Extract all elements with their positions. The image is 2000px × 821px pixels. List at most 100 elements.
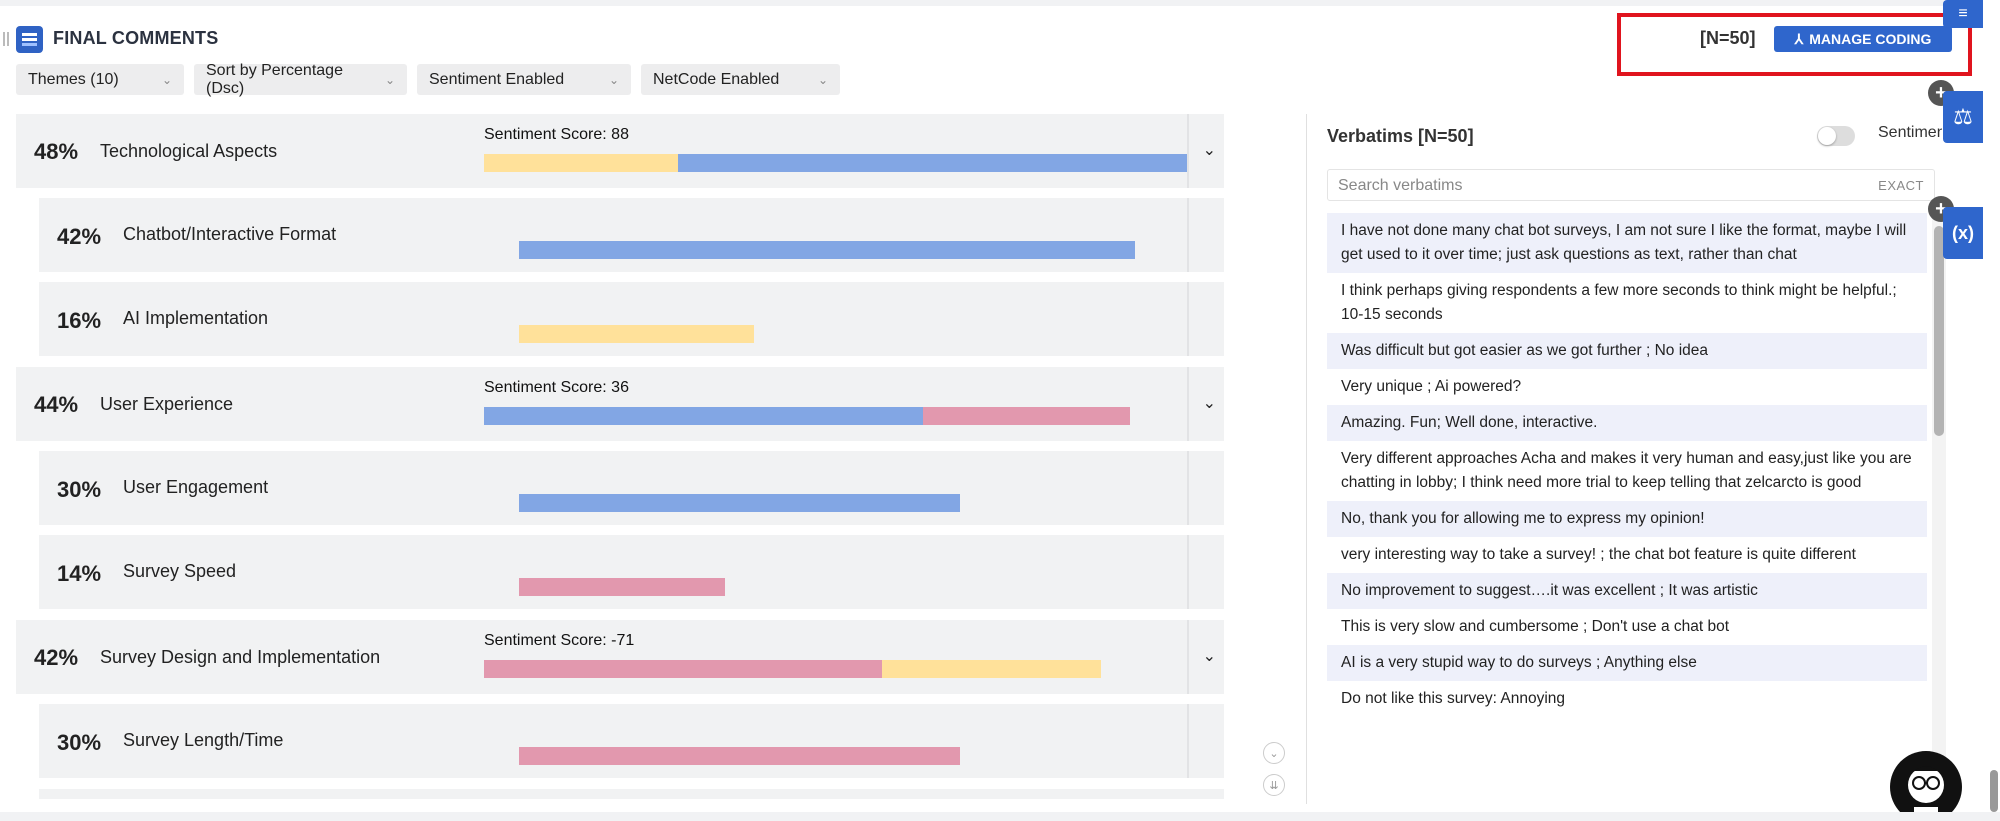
exact-match-toggle[interactable]: EXACT	[1878, 178, 1924, 193]
bar-segment	[484, 407, 924, 425]
top-strip	[0, 0, 1960, 6]
sentiment-toggle[interactable]	[1817, 126, 1855, 146]
verbatim-item[interactable]: Do not like this survey: Annoying	[1341, 690, 1566, 707]
theme-percent: 48%	[34, 139, 79, 164]
bar-segment	[484, 660, 882, 678]
verbatim-item[interactable]: very interesting way to take a survey! ;…	[1341, 546, 1856, 563]
percentage-bar	[519, 325, 754, 343]
theme-row-user-engagement[interactable]: 30% User Engagement	[39, 451, 1224, 525]
sentiment-score: Sentiment Score: 88	[484, 126, 629, 143]
sentiment-score: Sentiment Score: -71	[484, 632, 635, 649]
percentage-bar	[519, 494, 960, 512]
chevron-down-icon[interactable]: ⌄	[1202, 395, 1216, 412]
sentiment-dropdown[interactable]: Sentiment Enabled ⌄	[417, 64, 631, 95]
chevron-down-icon[interactable]: ⌄	[1202, 142, 1216, 159]
themes-dropdown[interactable]: Themes (10) ⌄	[16, 64, 184, 95]
theme-row-survey-length-time[interactable]: 30% Survey Length/Time	[39, 704, 1224, 778]
verbatim-item[interactable]: I think perhaps giving respondents a few…	[1341, 282, 1897, 323]
verbatims-title: Verbatims [N=50]	[1327, 126, 1474, 146]
row-divider	[1187, 114, 1189, 188]
row-divider	[1187, 282, 1189, 356]
search-input[interactable]	[1338, 177, 1838, 195]
page-scrollbar[interactable]	[1990, 770, 1998, 812]
sentiment-bar	[484, 407, 1130, 425]
highlight-box	[1617, 13, 1972, 76]
sentiment-bar	[484, 154, 1188, 172]
page-title: FINAL COMMENTS	[53, 28, 219, 48]
row-divider	[1187, 620, 1189, 694]
theme-percent: 44%	[34, 392, 79, 417]
theme-row-partial[interactable]	[39, 789, 1224, 799]
row-divider	[1187, 535, 1189, 609]
verbatims-list: I have not done many chat bot surveys, I…	[1327, 213, 1927, 801]
themes-dropdown-label: Themes (10)	[28, 70, 119, 88]
sort-dropdown[interactable]: Sort by Percentage (Dsc) ⌄	[194, 61, 407, 97]
verbatim-item[interactable]: AI is a very stupid way to do surveys ; …	[1327, 645, 1927, 681]
row-divider	[1187, 704, 1189, 778]
theme-label: AI Implementation	[123, 308, 269, 328]
sort-dropdown-label: Sort by Percentage (Dsc)	[206, 61, 343, 97]
bar-segment	[484, 154, 678, 172]
verbatim-item[interactable]: No, thank you for allowing me to express…	[1327, 501, 1927, 537]
percentage-bar	[519, 241, 1135, 259]
manage-coding-label: MANAGE CODING	[1809, 31, 1932, 47]
scrollbar-thumb[interactable]	[1934, 226, 1944, 436]
verbatim-item[interactable]: This is very slow and cumbersome ; Don't…	[1341, 618, 1730, 635]
bottom-strip	[0, 812, 2000, 821]
theme-row-ai-implementation[interactable]: 16% AI Implementation	[39, 282, 1224, 356]
verbatim-item[interactable]: Was difficult but got easier as we got f…	[1327, 333, 1927, 369]
drag-handle[interactable]	[3, 32, 9, 46]
bar-segment	[881, 660, 1101, 678]
verbatims-panel: Verbatims [N=50] Sentiment EXACT I have …	[1306, 114, 1956, 804]
verbatim-item[interactable]: Very different approaches Acha and makes…	[1341, 450, 1912, 491]
chevron-down-icon: ⌄	[384, 72, 395, 87]
chevron-down-icon[interactable]: ⌄	[1202, 648, 1216, 665]
theme-label: Survey Speed	[123, 561, 237, 581]
scroll-bottom-icon[interactable]: ⇊	[1263, 774, 1285, 796]
percentage-bar	[519, 578, 725, 596]
verbatim-item[interactable]: I have not done many chat bot surveys, I…	[1327, 213, 1927, 273]
theme-label: User Experience	[100, 394, 234, 414]
sample-size-label: [N=50]	[1700, 28, 1756, 48]
chevron-down-icon: ⌄	[608, 72, 619, 87]
sentiment-score: Sentiment Score: 36	[484, 379, 629, 396]
theme-percent: 30%	[57, 477, 102, 502]
verbatim-item[interactable]: Amazing. Fun; Well done, interactive.	[1327, 405, 1927, 441]
coding-icon: ⅄	[1794, 30, 1804, 47]
variable-icon: (x)	[1952, 222, 1974, 243]
theme-percent: 42%	[34, 645, 79, 670]
theme-label: Survey Design and Implementation	[100, 647, 381, 667]
verbatim-item[interactable]: Very unique ; Ai powered?	[1341, 378, 1522, 395]
side-tab-top[interactable]: ≡	[1943, 0, 1983, 28]
verbatim-item[interactable]: No improvement to suggest….it was excell…	[1327, 573, 1927, 609]
theme-row-chatbot-interactive-format[interactable]: 42% Chatbot/Interactive Format	[39, 198, 1224, 272]
theme-percent: 14%	[57, 561, 102, 586]
themes-list: 48% Technological Aspects Sentiment Scor…	[16, 114, 1224, 799]
sentiment-toggle-label: Sentiment	[1878, 124, 1942, 141]
theme-row-survey-design[interactable]: 42% Survey Design and Implementation Sen…	[16, 620, 1224, 694]
netcode-dropdown[interactable]: NetCode Enabled ⌄	[641, 64, 840, 95]
bar-segment	[519, 494, 960, 512]
bar-segment	[923, 407, 1130, 425]
theme-label: Survey Length/Time	[123, 730, 284, 750]
chevron-down-icon: ⌄	[161, 72, 172, 87]
scroll-down-icon[interactable]: ⌄	[1263, 742, 1285, 764]
manage-coding-button[interactable]: ⅄ MANAGE CODING	[1774, 26, 1952, 52]
variable-tab[interactable]: (x)	[1943, 207, 1983, 259]
theme-row-technological-aspects[interactable]: 48% Technological Aspects Sentiment Scor…	[16, 114, 1224, 188]
theme-row-survey-speed[interactable]: 14% Survey Speed	[39, 535, 1224, 609]
theme-percent: 30%	[57, 730, 102, 755]
assistant-avatar[interactable]	[1890, 751, 1962, 821]
avatar-face-icon	[1908, 766, 1944, 821]
bar-segment	[519, 747, 960, 765]
balance-tab[interactable]: ⚖	[1943, 91, 1983, 143]
bar-segment	[519, 578, 725, 596]
row-divider	[1187, 451, 1189, 525]
theme-row-user-experience[interactable]: 44% User Experience Sentiment Score: 36 …	[16, 367, 1224, 441]
chevron-down-icon: ⌄	[817, 72, 828, 87]
menu-icon: ≡	[1958, 5, 1968, 22]
toggle-knob	[1818, 127, 1836, 145]
netcode-dropdown-label: NetCode Enabled	[653, 70, 780, 88]
row-divider	[1187, 367, 1189, 441]
theme-label: Technological Aspects	[100, 141, 278, 161]
